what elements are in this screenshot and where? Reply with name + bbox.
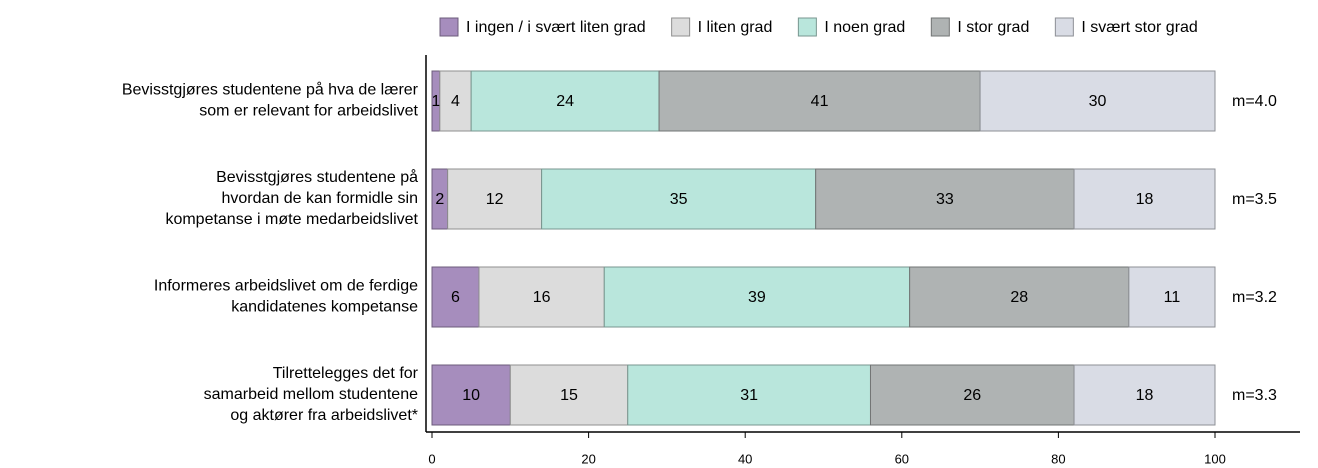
bar-segment	[1073, 364, 1216, 426]
bar-segment	[478, 266, 605, 328]
data-label: 10	[462, 387, 480, 404]
bar-segment	[815, 168, 1075, 230]
mean-label: m=3.3	[1232, 387, 1277, 404]
category-label: og aktører fra arbeidslivet*	[230, 407, 418, 424]
data-label: 26	[963, 387, 981, 404]
x-tick-label: 40	[738, 451, 752, 466]
data-label: 35	[670, 191, 688, 208]
data-label: 28	[1010, 289, 1028, 306]
category-label: hvordan de kan formidle sin	[221, 190, 418, 207]
x-tick-label: 0	[428, 451, 435, 466]
data-label: 11	[1164, 289, 1181, 306]
legend-label: I ingen / i svært liten grad	[466, 19, 646, 36]
data-label: 12	[486, 191, 504, 208]
data-label: 15	[560, 387, 578, 404]
data-label: 24	[556, 93, 574, 110]
x-tick-label: 80	[1051, 451, 1065, 466]
category-label: samarbeid mellom studentene	[204, 386, 418, 403]
bar-segment	[439, 70, 472, 132]
data-label: 30	[1089, 93, 1107, 110]
data-label: 1	[431, 93, 440, 110]
category-label: Informeres arbeidslivet om de ferdige	[154, 278, 418, 295]
data-label: 33	[936, 191, 954, 208]
bar-segment	[1128, 266, 1216, 328]
category-label: kandidatenes kompetanse	[231, 299, 418, 316]
data-label: 18	[1136, 387, 1154, 404]
category-label: som er relevant for arbeidslivet	[199, 103, 418, 120]
data-label: 39	[748, 289, 766, 306]
category-label: Bevisstgjøres studentene på	[216, 168, 418, 186]
legend-swatch	[797, 17, 817, 37]
bar-segment	[979, 70, 1216, 132]
x-tick-label: 60	[895, 451, 909, 466]
legend-swatch	[671, 17, 691, 37]
category-label: Tilrettelegges det for	[273, 365, 419, 382]
legend-label: I svært stor grad	[1081, 19, 1197, 36]
data-label: 16	[533, 289, 551, 306]
category-label: kompetanse i møte medarbeidslivet	[165, 211, 418, 228]
legend-swatch	[439, 17, 459, 37]
x-tick-label: 20	[581, 451, 595, 466]
mean-label: m=3.5	[1232, 191, 1277, 208]
x-tick-label: 100	[1204, 451, 1226, 466]
data-label: 41	[811, 93, 829, 110]
bar-segment	[627, 364, 871, 426]
bar-segment	[431, 266, 480, 328]
bar-segment	[869, 364, 1075, 426]
bar-segment	[603, 266, 911, 328]
legend-swatch	[930, 17, 950, 37]
bar-segment	[1073, 168, 1216, 230]
legend-label: I liten grad	[698, 19, 773, 36]
data-label: 4	[451, 93, 460, 110]
data-label: 18	[1136, 191, 1154, 208]
data-label: 31	[740, 387, 758, 404]
mean-label: m=4.0	[1232, 93, 1277, 110]
legend-label: I noen grad	[824, 19, 905, 36]
category-label: Bevisstgjøres studentene på hva de lærer	[122, 81, 419, 99]
legend-label: I stor grad	[957, 19, 1029, 36]
data-label: 6	[451, 289, 460, 306]
bar-segment	[909, 266, 1130, 328]
legend-swatch	[1054, 17, 1074, 37]
data-label: 2	[435, 191, 444, 208]
mean-label: m=3.2	[1232, 289, 1277, 306]
